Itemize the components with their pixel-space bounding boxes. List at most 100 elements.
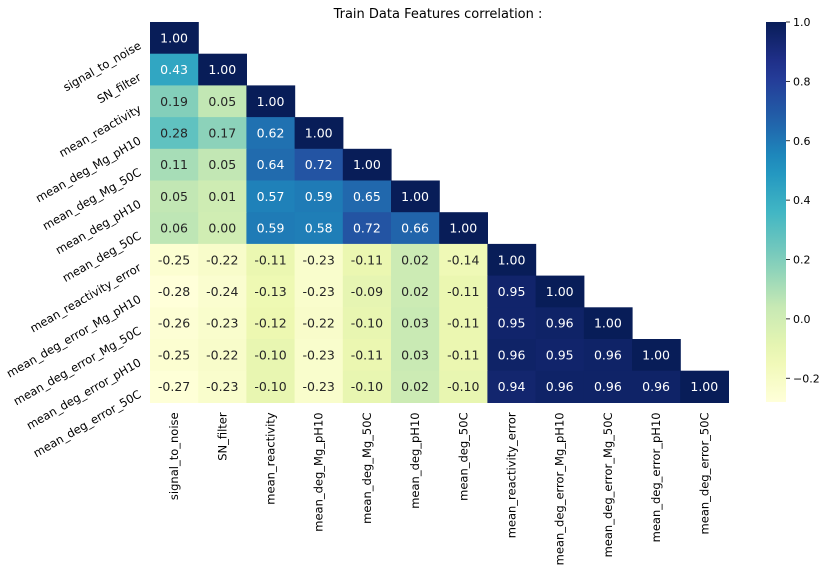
heatmap-cell <box>391 339 440 372</box>
cell-value-label: 0.43 <box>160 62 188 77</box>
x-tick-label: mean_deg_error_50C <box>697 412 711 534</box>
cell-value-label: 1.00 <box>353 157 381 172</box>
heatmap-cell <box>294 243 344 277</box>
cell-value-label: -0.11 <box>447 316 479 331</box>
heatmap-cell <box>680 370 729 403</box>
cell-value-label: 0.95 <box>498 316 526 331</box>
cell-value-label: 0.72 <box>305 157 333 172</box>
heatmap-cell <box>198 339 247 372</box>
cell-value-label: 0.11 <box>160 157 188 172</box>
cell-value-label: 0.57 <box>257 189 285 204</box>
x-tick-label: mean_deg_error_Mg_pH10 <box>553 412 567 565</box>
heatmap-cell <box>391 212 440 245</box>
heatmap-cell <box>150 212 199 245</box>
cell-value-label: -0.23 <box>206 379 238 394</box>
cell-value-label: -0.28 <box>158 284 190 299</box>
cell-value-label: -0.09 <box>351 284 383 299</box>
cell-value-label: 0.72 <box>353 221 381 236</box>
heatmap-cell <box>198 212 247 245</box>
cell-value-label: -0.27 <box>158 379 190 394</box>
cell-value-label: -0.11 <box>351 347 383 362</box>
cell-value-label: -0.23 <box>303 347 335 362</box>
heatmap-cell <box>294 339 344 372</box>
heatmap-cell <box>583 307 633 340</box>
cell-value-label: -0.23 <box>303 284 335 299</box>
x-tick-label: mean_deg_Mg_50C <box>360 412 374 523</box>
cell-value-label: 0.02 <box>401 284 429 299</box>
heatmap-cell <box>439 339 488 372</box>
cell-value-label: 0.02 <box>401 379 429 394</box>
heatmap-cell <box>487 370 537 403</box>
heatmap-cell <box>198 275 247 308</box>
heatmap-cell <box>342 212 392 245</box>
heatmap-cell <box>342 307 392 340</box>
heatmap-cell <box>150 148 199 182</box>
heatmap-cell <box>342 370 392 403</box>
heatmap-cell <box>198 117 247 150</box>
cell-value-label: 1.00 <box>208 62 236 77</box>
cell-value-label: 0.02 <box>401 252 429 267</box>
cell-value-label: -0.10 <box>351 379 383 394</box>
cell-value-label: 0.05 <box>208 94 236 109</box>
heatmap-cell <box>150 370 199 403</box>
cell-value-label: 1.00 <box>642 347 670 362</box>
heatmap-cell <box>150 22 199 55</box>
heatmap-cell <box>342 275 392 308</box>
cell-value-label: 0.95 <box>498 284 526 299</box>
heatmap-cell <box>294 275 344 308</box>
heatmap-cell <box>294 307 344 340</box>
cell-value-label: 0.01 <box>208 189 236 204</box>
cell-value-label: 1.00 <box>449 221 477 236</box>
x-tick-label: mean_deg_error_Mg_50C <box>601 412 615 557</box>
heatmap-cell <box>150 85 199 118</box>
cell-value-label: 0.19 <box>160 94 188 109</box>
heatmap-cell <box>294 148 344 182</box>
heatmap-cell <box>535 339 585 372</box>
cell-value-label: 0.96 <box>546 379 574 394</box>
cell-value-label: 0.96 <box>498 347 526 362</box>
cell-value-label: 0.96 <box>594 379 622 394</box>
cell-value-label: 0.05 <box>160 189 188 204</box>
heatmap-cell <box>487 275 537 308</box>
cell-value-label: 0.62 <box>257 125 285 140</box>
cell-value-label: 0.06 <box>160 221 188 236</box>
cell-value-label: 0.96 <box>594 347 622 362</box>
heatmap-cell <box>439 212 488 245</box>
heatmap-cell <box>439 275 488 308</box>
heatmap-cells: 1.00 0.43 1.00 0.19 0.05 1.00 0.28 0.17 0.62 1.00… <box>150 22 729 403</box>
cell-value-label: -0.22 <box>206 252 238 267</box>
heatmap-cell <box>439 370 488 403</box>
cell-value-label: 0.00 <box>208 221 236 236</box>
cell-value-label: -0.25 <box>158 347 190 362</box>
cell-value-label: 0.66 <box>401 221 429 236</box>
x-tick-label: mean_deg_Mg_pH10 <box>312 412 326 531</box>
heatmap-cell <box>342 243 392 277</box>
heatmap-cell <box>150 275 199 308</box>
colorbar-tick-label: 1.0 <box>793 16 811 29</box>
cell-value-label: -0.11 <box>447 347 479 362</box>
heatmap-cell <box>342 180 392 213</box>
x-tick-labels: signal_to_noise SN_filter mean_reactivity m… <box>167 412 711 565</box>
cell-value-label: -0.11 <box>351 252 383 267</box>
cell-value-label: -0.10 <box>447 379 479 394</box>
y-tick-label: SN_filter <box>95 70 144 106</box>
chart-title: Train Data Features correlation : <box>333 7 543 22</box>
cell-value-label: 0.58 <box>305 221 333 236</box>
heatmap-cell <box>391 180 440 213</box>
heatmap-cell <box>198 53 247 86</box>
cell-value-label: 1.00 <box>498 252 526 267</box>
heatmap-cell <box>246 339 296 372</box>
x-tick-label: signal_to_noise <box>167 412 181 500</box>
heatmap-cell <box>294 180 344 213</box>
colorbar-gradient <box>766 22 786 402</box>
heatmap-cell <box>632 370 681 403</box>
cell-value-label: -0.22 <box>303 316 335 331</box>
cell-value-label: -0.25 <box>158 252 190 267</box>
cell-value-label: 0.28 <box>160 125 188 140</box>
cell-value-label: 1.00 <box>160 30 188 45</box>
cell-value-label: 0.65 <box>353 189 381 204</box>
colorbar-tick-label: 0.6 <box>793 135 811 148</box>
cell-value-label: -0.10 <box>351 316 383 331</box>
cell-value-label: 1.00 <box>257 94 285 109</box>
